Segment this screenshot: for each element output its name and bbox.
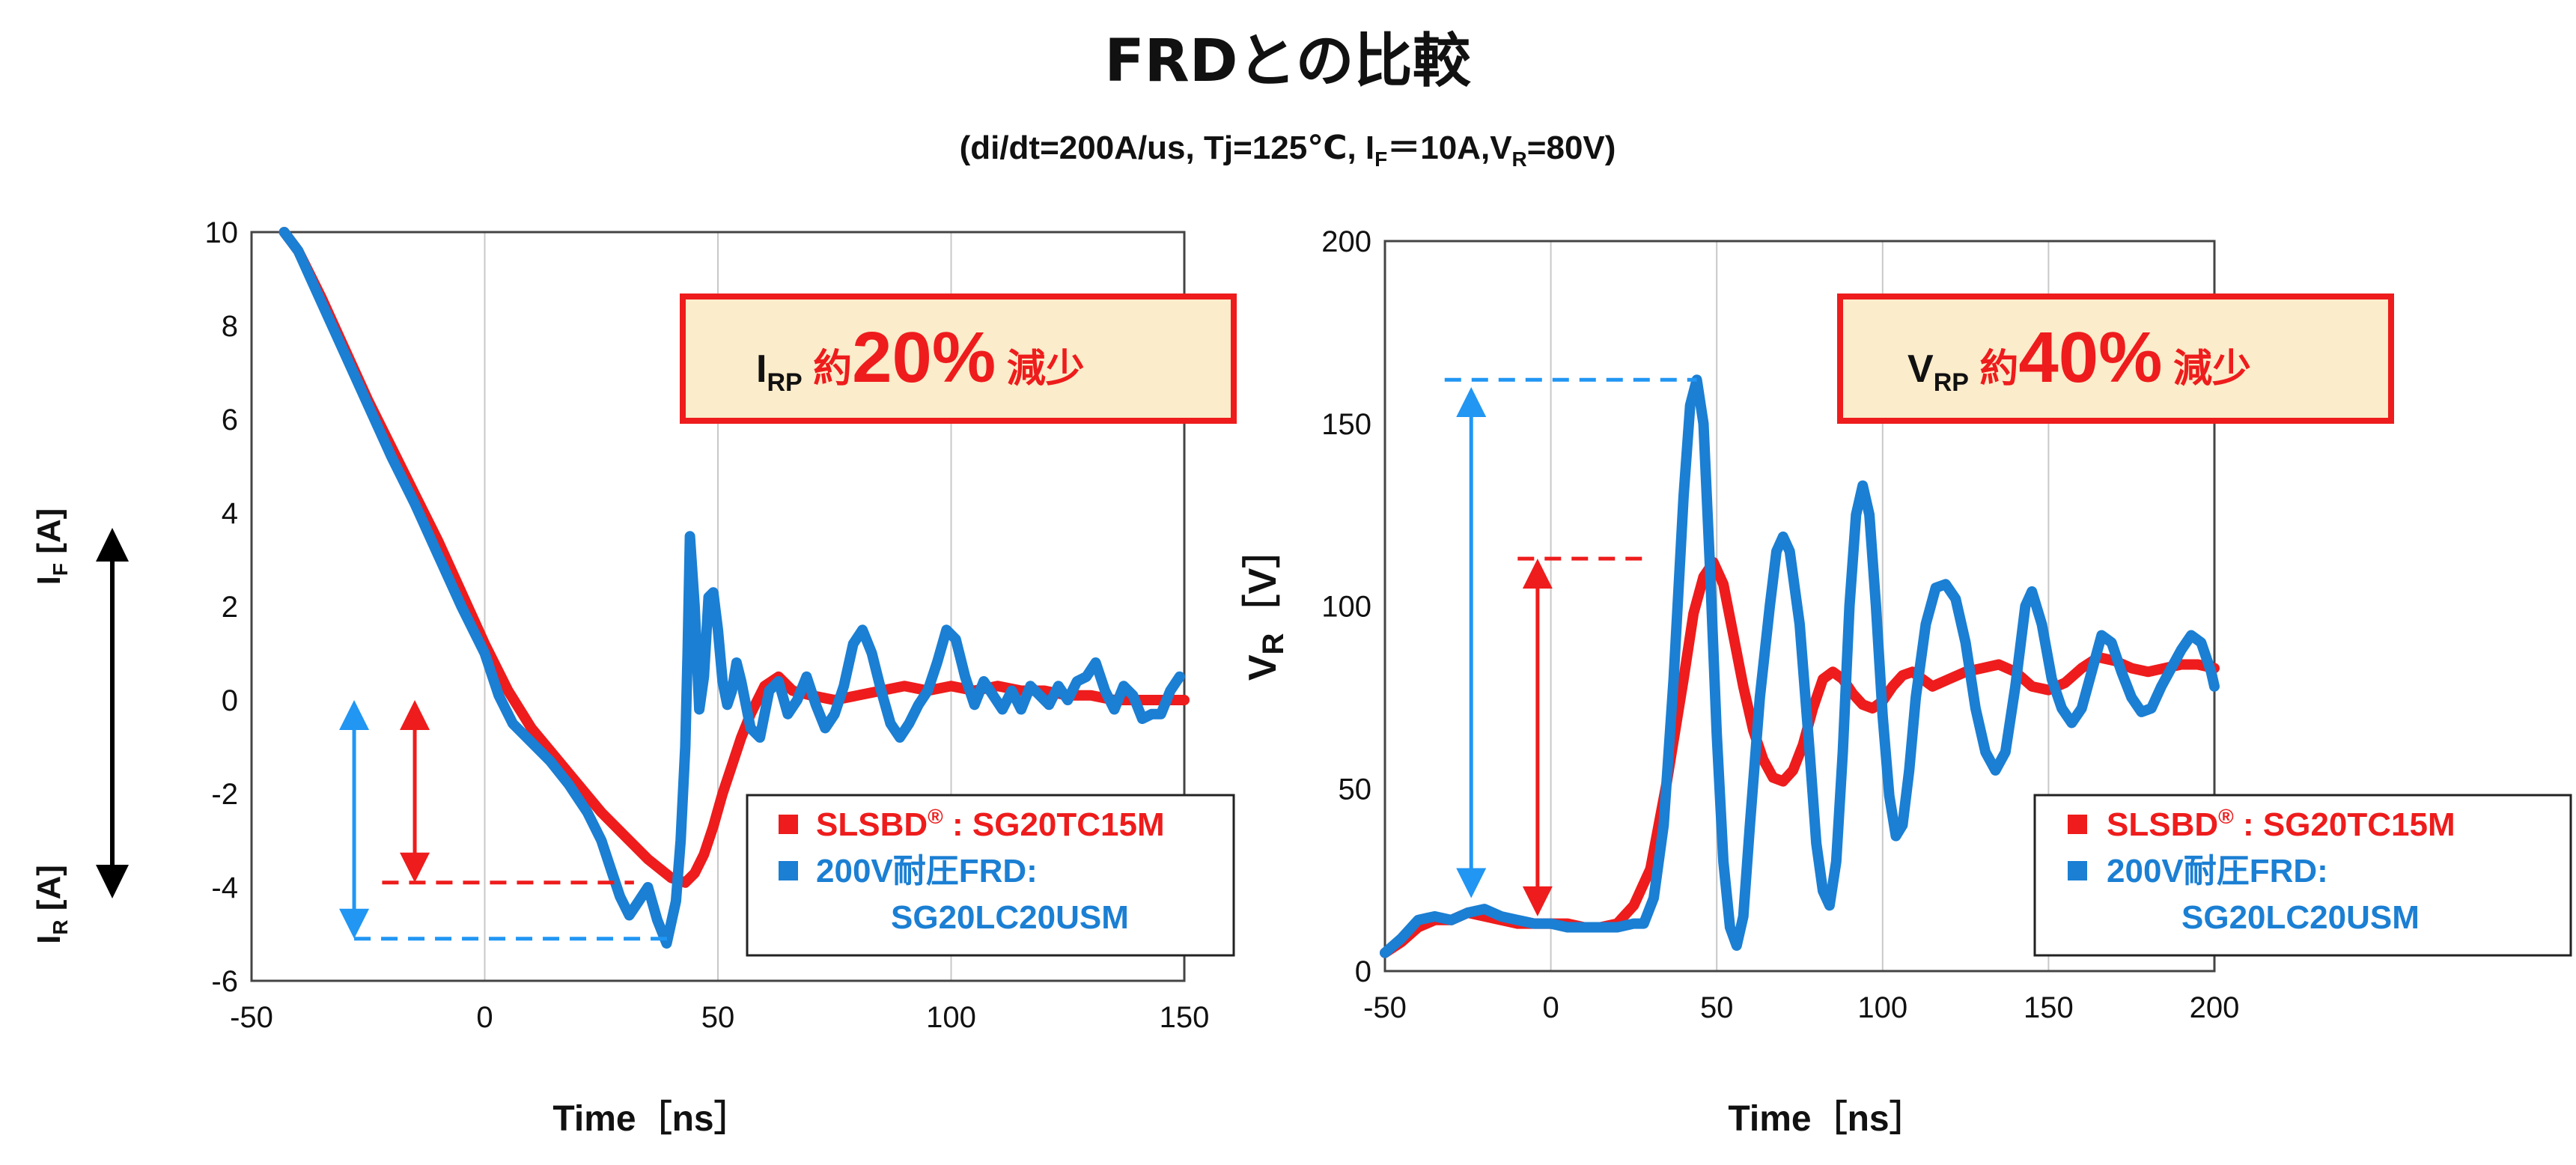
right-legend-item1-reg: ®: [2218, 805, 2234, 828]
left-ylabel-bottom-rest: [A]: [31, 865, 67, 919]
left-legend-item1: SLSBD: [816, 806, 928, 843]
right-legend-item1: SLSBD: [2107, 806, 2218, 843]
svg-text:VRP 約40% 減少: VRP 約40% 減少: [1907, 317, 2251, 398]
right-y-tick-label: 0: [1355, 955, 1371, 988]
right-x-tick-label: 200: [2190, 991, 2240, 1024]
right-x-tick-label: 150: [2024, 991, 2074, 1024]
left-legend-swatch-blue: [779, 861, 798, 880]
left-callout-kanji: 約: [803, 347, 852, 391]
left-callout-main: I: [756, 347, 767, 391]
right-y-tick-label: 50: [1339, 773, 1372, 806]
page-title: FRDとの比較: [1104, 28, 1471, 95]
right-markers: [1444, 377, 1697, 916]
left-y-axis-label-bottom: IR [A]: [31, 865, 72, 944]
left-legend-item2-line1: 200V耐圧FRD:: [816, 853, 1038, 889]
subtitle-mid: ＝10A,V: [1387, 130, 1512, 166]
right-x-axis-label: Time［ns］: [1728, 1099, 1925, 1139]
subtitle-prefix: (di/dt=200A/us, Tj=125℃, I: [960, 130, 1375, 166]
left-y-tick-label: -6: [211, 965, 238, 998]
right-ylabel-rest: ［V］: [1241, 529, 1285, 633]
right-x-tick-label: 0: [1542, 991, 1559, 1024]
right-legend-item1-rest: : SG20TC15M: [2234, 806, 2455, 843]
right-x-tick-label: 100: [1857, 991, 1907, 1024]
left-legend-item1-rest: : SG20TC15M: [943, 806, 1165, 843]
left-legend-item1-reg: ®: [928, 805, 943, 828]
right-plot-frame: [1383, 240, 2216, 973]
left-y-tick-label: 8: [222, 310, 238, 343]
left-x-ticks: -50 0 50 100 150: [230, 1001, 1209, 1034]
right-y-axis-label: VR［V］: [1241, 529, 1290, 681]
left-series: [278, 227, 1190, 949]
left-red-arrow: [400, 700, 430, 883]
right-callout-main: V: [1907, 347, 1934, 391]
left-y-tick-label: 2: [222, 591, 238, 624]
svg-text:SLSBD® : SG20TC15M: SLSBD® : SG20TC15M: [2107, 805, 2455, 843]
left-markers: [339, 700, 672, 941]
left-x-tick-label: 0: [476, 1001, 493, 1034]
right-red-arrow: [1522, 559, 1553, 916]
left-ylabel-top-main: I: [31, 576, 67, 585]
left-legend-swatch-red: [779, 815, 798, 834]
left-x-axis-label: Time［ns］: [552, 1099, 749, 1139]
right-legend-swatch-red: [2068, 815, 2087, 834]
left-plot-frame: [250, 231, 1186, 982]
right-y-tick-label: 100: [1321, 591, 1371, 624]
right-y-tick-label: 200: [1321, 225, 1371, 258]
left-y-tick-label: 6: [222, 404, 238, 437]
right-legend: SLSBD® : SG20TC15M 200V耐圧FRD: SG20LC20US…: [2033, 794, 2572, 957]
left-ylabel-top-sub: F: [49, 563, 72, 576]
right-x-tick-label: -50: [1363, 991, 1407, 1024]
left-x-tick-label: -50: [230, 1001, 273, 1034]
left-y-tick-label: 0: [222, 684, 238, 717]
right-callout-pct: 40%: [2018, 317, 2162, 398]
left-x-tick-label: 50: [701, 1001, 735, 1034]
left-y-tick-label: -2: [211, 778, 238, 811]
subtitle-sub-r: R: [1512, 147, 1527, 171]
left-ylabel-bottom-main: I: [31, 935, 67, 944]
left-legend: SLSBD® : SG20TC15M 200V耐圧FRD: SG20LC20US…: [746, 794, 1235, 957]
svg-text:IRP 約20% 減少: IRP 約20% 減少: [756, 317, 1085, 398]
right-legend-item2-line1: 200V耐圧FRD:: [2107, 853, 2328, 889]
right-y-ticks: 200 150 100 50 0: [1321, 225, 1371, 988]
right-callout-sub: RP: [1934, 368, 1969, 397]
svg-text:SLSBD® : SG20TC15M: SLSBD® : SG20TC15M: [816, 805, 1165, 843]
left-x-tick-label: 150: [1160, 1001, 1210, 1034]
right-ylabel-main: V: [1241, 654, 1285, 681]
left-y-tick-label: 4: [222, 497, 238, 530]
left-series-blue-line: [278, 227, 1185, 949]
left-legend-item2-line2: SG20LC20USM: [891, 899, 1129, 936]
left-y-axis-label-top: IF [A]: [31, 508, 72, 585]
right-blue-arrow: [1456, 387, 1487, 898]
left-callout-tail: 減少: [996, 347, 1084, 391]
left-ylabel-top-rest: [A]: [31, 508, 67, 563]
right-callout: VRP 約40% 減少: [1837, 293, 2394, 424]
right-callout-kanji: 約: [1969, 347, 2018, 391]
left-y-tick-label: -4: [211, 872, 238, 904]
left-blue-arrow: [339, 700, 370, 939]
right-x-ticks: -50 0 50 100 150 200: [1363, 991, 2239, 1024]
left-callout-sub: RP: [767, 368, 802, 397]
left-x-tick-label: 100: [926, 1001, 976, 1034]
right-legend-swatch-blue: [2068, 861, 2087, 880]
left-double-arrow: [96, 528, 129, 898]
right-ylabel-sub: R: [1257, 633, 1290, 654]
right-y-tick-label: 150: [1321, 408, 1371, 441]
left-y-ticks: 10 8 6 4 2 0 -2 -4 -6: [205, 216, 239, 998]
page-subtitle: (di/dt=200A/us, Tj=125℃, IF＝10A,VR=80V): [960, 130, 1616, 171]
right-callout-tail: 減少: [2163, 347, 2251, 391]
right-series: [1380, 374, 2220, 958]
left-callout: IRP 約20% 減少: [680, 293, 1237, 424]
subtitle-suffix: =80V): [1527, 130, 1616, 166]
right-x-tick-label: 50: [1700, 991, 1734, 1024]
right-series-blue-line: [1380, 374, 2220, 958]
right-legend-item2-line2: SG20LC20USM: [2181, 899, 2420, 936]
left-ylabel-bottom-sub: R: [49, 919, 72, 934]
left-callout-pct: 20%: [852, 317, 996, 398]
left-y-tick-label: 10: [205, 216, 239, 249]
subtitle-sub-f: F: [1374, 147, 1387, 171]
